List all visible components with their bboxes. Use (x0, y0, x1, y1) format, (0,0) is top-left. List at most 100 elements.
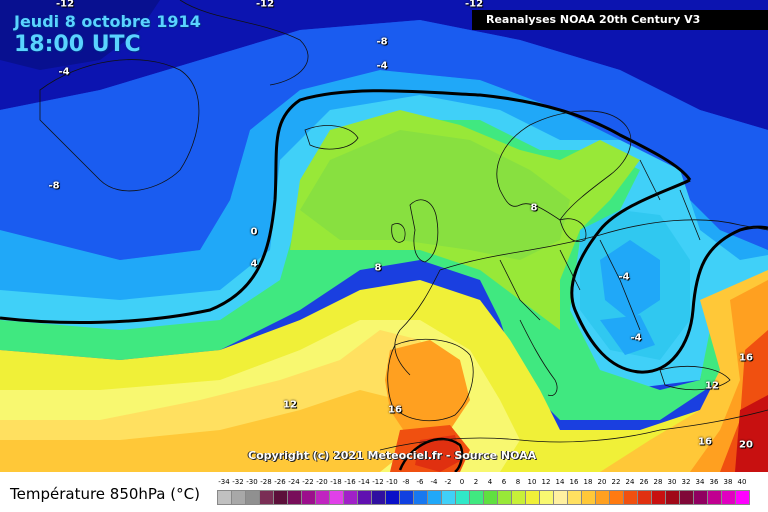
scale-swatch (287, 490, 302, 505)
scale-label: -24 (288, 478, 300, 486)
field-plus-16 (0, 390, 420, 472)
scale-label: 8 (515, 478, 521, 486)
scale-label: 20 (597, 478, 607, 486)
field-africa-hotter (415, 435, 462, 472)
scale-swatch (511, 490, 526, 505)
isotherm-cold-pocket-line (570, 178, 768, 374)
scale-swatch (469, 490, 484, 505)
scale-swatch (623, 490, 638, 505)
scale-label: 34 (695, 478, 705, 486)
isotherm-label: -12 (464, 0, 484, 10)
scale-label: 22 (611, 478, 621, 486)
scale-swatch (427, 490, 442, 505)
scale-label: -26 (274, 478, 286, 486)
isotherm-label: 0 (250, 226, 258, 238)
isotherm-label: 12 (283, 399, 297, 411)
scale-swatch (385, 490, 400, 505)
isotherm-label: 16 (739, 352, 753, 364)
coastlines (39, 0, 768, 451)
isotherm-label: -4 (630, 332, 642, 344)
scale-swatch (273, 490, 288, 505)
copyright-text: Copyright (c) 2021 Meteociel.fr - Source… (248, 449, 537, 462)
scale-label: -10 (386, 478, 398, 486)
isotherm-label: -4 (618, 271, 630, 283)
scale-label: 36 (709, 478, 719, 486)
field-minus-8 (0, 20, 768, 260)
scale-swatch (413, 490, 428, 505)
scale-swatch (539, 490, 554, 505)
scale-label: -14 (358, 478, 370, 486)
scale-swatch (455, 490, 470, 505)
scale-label: -22 (302, 478, 314, 486)
field-iberia-warm (385, 340, 470, 440)
scale-swatch (259, 490, 274, 505)
scale-swatch (567, 490, 582, 505)
scale-swatch (399, 490, 414, 505)
scale-swatch (553, 490, 568, 505)
scale-swatch (651, 490, 666, 505)
isotherm-label: -4 (58, 66, 70, 78)
scale-label: -8 (402, 478, 410, 486)
scale-label: 2 (473, 478, 479, 486)
field-minus-12 (0, 0, 768, 130)
scale-swatch (525, 490, 540, 505)
scale-label: 16 (569, 478, 579, 486)
isotherm-label: 8 (530, 202, 538, 214)
scale-swatch (721, 490, 736, 505)
scale-swatch (231, 490, 246, 505)
scale-label: 28 (653, 478, 663, 486)
scale-label: 4 (487, 478, 493, 486)
scale-label: 14 (555, 478, 565, 486)
map-canvas (0, 0, 768, 472)
map-time: 18:00 UTC (14, 32, 141, 57)
scale-swatch (707, 490, 722, 505)
isotherm-0-line (0, 89, 692, 325)
scale-swatch (665, 490, 680, 505)
isotherm-label: -4 (376, 60, 388, 72)
scale-swatch (245, 490, 260, 505)
isotherm-africa-line (398, 437, 464, 472)
scale-swatch (441, 490, 456, 505)
scale-swatch (357, 490, 372, 505)
isotherm-label: -8 (376, 36, 388, 48)
scale-swatch (735, 490, 750, 505)
isotherm-label: 8 (374, 262, 382, 274)
scale-label: -2 (444, 478, 452, 486)
scale-label: 0 (459, 478, 465, 486)
scale-label: -28 (260, 478, 272, 486)
scale-swatch (343, 490, 358, 505)
isotherm-label: 20 (739, 439, 753, 451)
scale-swatch (637, 490, 652, 505)
scale-swatch (595, 490, 610, 505)
scale-label: -6 (416, 478, 424, 486)
field-plus-6b (300, 130, 570, 260)
scale-label: -12 (372, 478, 384, 486)
scale-swatch (217, 490, 232, 505)
field-cold-pocket-south (600, 315, 655, 355)
scale-swatch (693, 490, 708, 505)
scale-label: 40 (737, 478, 747, 486)
scale-swatch (315, 490, 330, 505)
scale-swatch (609, 490, 624, 505)
field-minus-14 (0, 0, 160, 70)
scale-label: -30 (246, 478, 258, 486)
scale-label: 18 (583, 478, 593, 486)
isotherm-label: 12 (705, 380, 719, 392)
temperature-map: -12 -12 -12 -8 -8 -4 -4 -4 -4 0 4 8 8 12… (0, 0, 768, 472)
isotherm-label: 16 (698, 436, 712, 448)
scale-label: -16 (344, 478, 356, 486)
scale-label: 32 (681, 478, 691, 486)
color-scale: -34 -32 -30 -28 -26 -24 -22 -20 -18 -16 -14 -12 -10-… (217, 478, 752, 508)
scale-label: 6 (501, 478, 507, 486)
scale-swatch (483, 490, 498, 505)
scale-swatch (329, 490, 344, 505)
scale-label: -20 (316, 478, 328, 486)
isotherm-label: -12 (255, 0, 275, 10)
legend-title: Température 850hPa (°C) (10, 485, 200, 503)
field-east-hottest (735, 395, 768, 472)
source-label: Reanalyses NOAA 20th Century V3 (472, 10, 768, 30)
map-date: Jeudi 8 octobre 1914 (14, 12, 201, 31)
isotherm-label: -12 (55, 0, 75, 10)
scale-label: -34 (218, 478, 230, 486)
scale-swatch (581, 490, 596, 505)
